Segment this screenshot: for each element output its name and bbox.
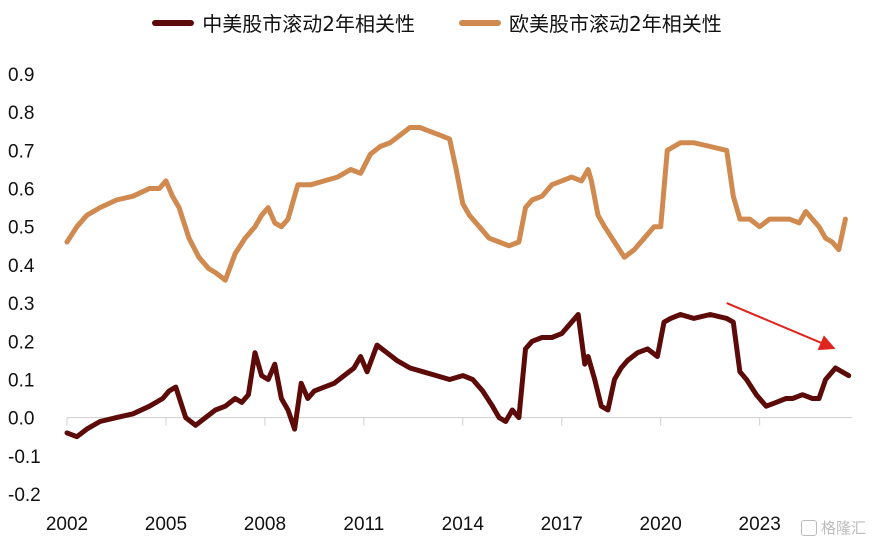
y-tick-label: 0.9 [8, 65, 34, 86]
legend-label-europe-us: 欧美股市滚动2年相关性 [509, 12, 722, 36]
x-tick-label: 2005 [145, 514, 187, 535]
x-tick-label: 2017 [541, 514, 583, 535]
x-tick-label: 2023 [739, 514, 781, 535]
series-line-europe-us [64, 125, 848, 283]
y-tick-label: -0.1 [8, 447, 41, 468]
y-tick-label: -0.2 [8, 485, 41, 506]
y-axis-labels: -0.2 -0.1 0.0 0.1 0.2 0.3 0.4 0.5 0.6 0.7 0.8 0.9 [8, 65, 41, 506]
y-tick-label: 0.6 [8, 180, 34, 201]
x-tick-label: 2020 [640, 514, 682, 535]
x-axis-ticks [66, 417, 761, 426]
trend-arrow [726, 302, 836, 351]
series-layer [64, 125, 852, 440]
x-tick-label: 2008 [244, 514, 286, 535]
legend-item-europe-us: 欧美股市滚动2年相关性 [459, 8, 722, 37]
y-tick-label: 0.1 [8, 370, 34, 391]
trend-arrow-head [817, 335, 836, 351]
x-tick-label: 2011 [343, 514, 384, 535]
watermark: 格隆汇 [800, 517, 866, 538]
watermark-logo-icon [800, 519, 817, 536]
y-tick-label: 0.5 [8, 218, 34, 239]
y-tick-label: 0.8 [8, 103, 34, 124]
watermark-text: 格隆汇 [820, 519, 866, 537]
legend-swatch-europe-us [459, 19, 501, 26]
trend-arrow-shaft [726, 302, 822, 344]
y-tick-label: 0.0 [8, 409, 34, 430]
x-tick-label: 2002 [46, 514, 88, 535]
y-tick-label: 0.7 [8, 141, 34, 162]
legend-label-china-us: 中美股市滚动2年相关性 [202, 12, 415, 36]
y-tick-label: 0.2 [8, 332, 34, 353]
x-tick-label: 2014 [442, 514, 485, 535]
series-line-china-us [64, 312, 852, 440]
legend-swatch-china-us [152, 19, 195, 26]
y-tick-label: 0.3 [8, 294, 34, 315]
x-axis-labels: 2002 2005 2008 2011 2014 2017 2020 2023 [46, 514, 781, 535]
legend: 中美股市滚动2年相关性 欧美股市滚动2年相关性 [0, 8, 874, 37]
legend-item-china-us: 中美股市滚动2年相关性 [152, 8, 415, 37]
y-tick-label: 0.4 [8, 256, 35, 277]
